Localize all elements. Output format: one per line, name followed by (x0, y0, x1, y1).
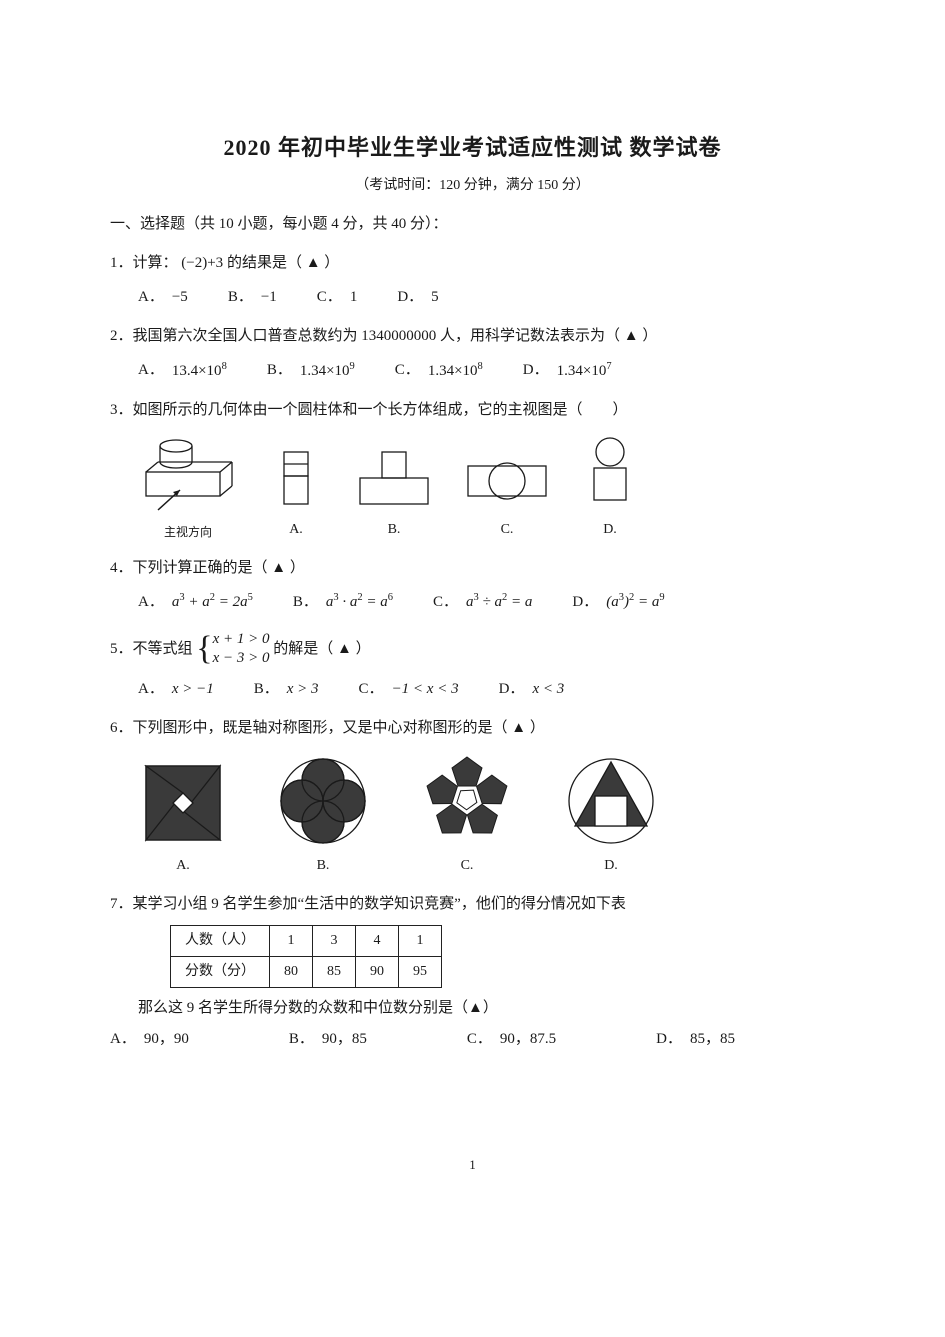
q6-label-b: B. (317, 854, 330, 878)
q5-line2: x − 3 > 0 (213, 649, 270, 669)
table-cell: 90 (356, 956, 399, 987)
q3-opt-d: D. (580, 434, 640, 542)
question-4: 4．下列计算正确的是（ ▲ ） A．a3 + a2 = 2a5 B．a3 · a… (110, 556, 835, 616)
q3-figures: 主视方向 A. (138, 432, 835, 542)
q3-opt-b: B. (354, 444, 434, 542)
front-view-b-icon (354, 444, 434, 514)
table-cell: 85 (313, 956, 356, 987)
table-row: 分数（分） 80 85 90 95 (171, 956, 442, 987)
q4-opt-d: D．(a3)2 = a9 (572, 589, 664, 616)
q1-opt-c: C．1 (317, 285, 358, 311)
question-7: 7．某学习小组 9 名学生参加“生活中的数学知识竞赛”，他们的得分情况如下表 人… (110, 892, 835, 1053)
q5-line1: x + 1 > 0 (213, 630, 270, 650)
section-heading: 一、选择题（共 10 小题，每小题 4 分，共 40 分）： (110, 212, 835, 233)
inequality-system: { x + 1 > 0 x − 3 > 0 (196, 630, 269, 669)
q4-options: A．a3 + a2 = 2a5 B．a3 · a2 = a6 C．a3 ÷ a2… (110, 589, 835, 616)
q1-stem-post: 的结果是（ ▲ ） (227, 255, 339, 271)
q7-opt-c: C．90，87.5 (467, 1027, 556, 1053)
table-cell: 1 (399, 926, 442, 957)
q5-stem: 5．不等式组 { x + 1 > 0 x − 3 > 0 的解是（ ▲ ） (110, 630, 835, 669)
q3-label-a: A. (289, 518, 303, 542)
q3-label-b: B. (388, 518, 401, 542)
q6-stem: 6．下列图形中，既是轴对称图形，又是中心对称图形的是（ ▲ ） (110, 716, 835, 742)
pattern-d-icon (564, 754, 658, 848)
question-2: 2．我国第六次全国人口普查总数约为 1340000000 人，用科学记数法表示为… (110, 324, 835, 384)
row-label: 人数（人） (171, 926, 270, 957)
front-view-c-icon (462, 444, 552, 514)
q3-opt-c: C. (462, 444, 552, 542)
q5-stem-post: 的解是（ ▲ ） (273, 641, 370, 657)
q7-post: 那么这 9 名学生所得分数的众数和中位数分别是（▲） (110, 996, 835, 1022)
q5-opt-d: D．x < 3 (499, 677, 565, 703)
q5-opt-b: B．x > 3 (254, 677, 319, 703)
pattern-c-icon (418, 750, 516, 848)
q2-opt-a: A． 13.4×108 (138, 358, 227, 385)
q3-opt-a: A. (266, 444, 326, 542)
q2-opt-d: D． 1.34×107 (523, 358, 612, 385)
table-cell: 4 (356, 926, 399, 957)
q5-opt-c: C．−1 < x < 3 (359, 677, 459, 703)
question-1: 1．计算： (−2)+3 的结果是（ ▲ ） A．−5 B．−1 C．1 D．5 (110, 251, 835, 310)
q1-opt-d: D．5 (397, 285, 438, 311)
pattern-b-icon (276, 754, 370, 848)
question-6: 6．下列图形中，既是轴对称图形，又是中心对称图形的是（ ▲ ） A. (110, 716, 835, 877)
q3-solid: 主视方向 (138, 432, 238, 542)
q1-stem-pre: 1．计算： (110, 255, 178, 271)
q7-options: A．90，90 B．90，85 C．90，87.5 D．85，85 (110, 1027, 835, 1053)
table-cell: 3 (313, 926, 356, 957)
q4-opt-c: C．a3 ÷ a2 = a (433, 589, 532, 616)
q3-stem: 3．如图所示的几何体由一个圆柱体和一个长方体组成，它的主视图是（ ） (110, 398, 835, 424)
q5-stem-pre: 5．不等式组 (110, 641, 196, 657)
q1-stem: 1．计算： (−2)+3 的结果是（ ▲ ） (110, 251, 835, 277)
q6-opt-b: B. (276, 754, 370, 878)
q7-opt-a: A．90，90 (110, 1027, 189, 1053)
q7-stem: 7．某学习小组 9 名学生参加“生活中的数学知识竞赛”，他们的得分情况如下表 (110, 892, 835, 918)
question-5: 5．不等式组 { x + 1 > 0 x − 3 > 0 的解是（ ▲ ） A．… (110, 630, 835, 703)
pattern-a-icon (138, 758, 228, 848)
q3-label-d: D. (603, 518, 617, 542)
q6-opt-d: D. (564, 754, 658, 878)
view-direction-label: 主视方向 (164, 522, 212, 542)
q1-expr: (−2)+3 (181, 255, 223, 271)
left-brace-icon: { (196, 632, 212, 666)
q5-options: A．x > −1 B．x > 3 C．−1 < x < 3 D．x < 3 (110, 677, 835, 703)
exam-info: （考试时间：120 分钟，满分 150 分） (110, 174, 835, 194)
page-title: 2020 年初中毕业生学业考试适应性测试 数学试卷 (110, 130, 835, 162)
table-cell: 1 (270, 926, 313, 957)
q6-label-c: C. (461, 854, 474, 878)
front-view-d-icon (580, 434, 640, 514)
q2-opt-c: C． 1.34×108 (395, 358, 483, 385)
q5-opt-a: A．x > −1 (138, 677, 214, 703)
q6-opt-a: A. (138, 758, 228, 878)
q2-opt-b: B． 1.34×109 (267, 358, 355, 385)
table-row: 人数（人） 1 3 4 1 (171, 926, 442, 957)
q6-opt-c: C. (418, 750, 516, 878)
q3-label-c: C. (501, 518, 514, 542)
row-label: 分数（分） (171, 956, 270, 987)
question-3: 3．如图所示的几何体由一个圆柱体和一个长方体组成，它的主视图是（ ） (110, 398, 835, 542)
q2-stem: 2．我国第六次全国人口普查总数约为 1340000000 人，用科学记数法表示为… (110, 324, 835, 350)
q4-stem: 4．下列计算正确的是（ ▲ ） (110, 556, 835, 582)
table-cell: 80 (270, 956, 313, 987)
front-view-a-icon (266, 444, 326, 514)
q1-options: A．−5 B．−1 C．1 D．5 (110, 285, 835, 311)
q6-label-a: A. (176, 854, 190, 878)
q4-opt-b: B．a3 · a2 = a6 (293, 589, 393, 616)
q1-opt-b: B．−1 (228, 285, 277, 311)
q7-opt-d: D．85，85 (656, 1027, 735, 1053)
q1-opt-a: A．−5 (138, 285, 188, 311)
table-cell: 95 (399, 956, 442, 987)
score-table: 人数（人） 1 3 4 1 分数（分） 80 85 90 95 (170, 925, 442, 988)
page-number: 1 (469, 1157, 476, 1173)
solid-icon (138, 432, 238, 522)
q4-opt-a: A．a3 + a2 = 2a5 (138, 589, 253, 616)
q7-opt-b: B．90，85 (289, 1027, 367, 1053)
q6-label-d: D. (604, 854, 618, 878)
exam-page: 2020 年初中毕业生学业考试适应性测试 数学试卷 （考试时间：120 分钟，满… (110, 130, 835, 1053)
q2-options: A． 13.4×108 B． 1.34×109 C． 1.34×108 D． 1… (110, 358, 835, 385)
q6-figures: A. B. (138, 750, 835, 878)
